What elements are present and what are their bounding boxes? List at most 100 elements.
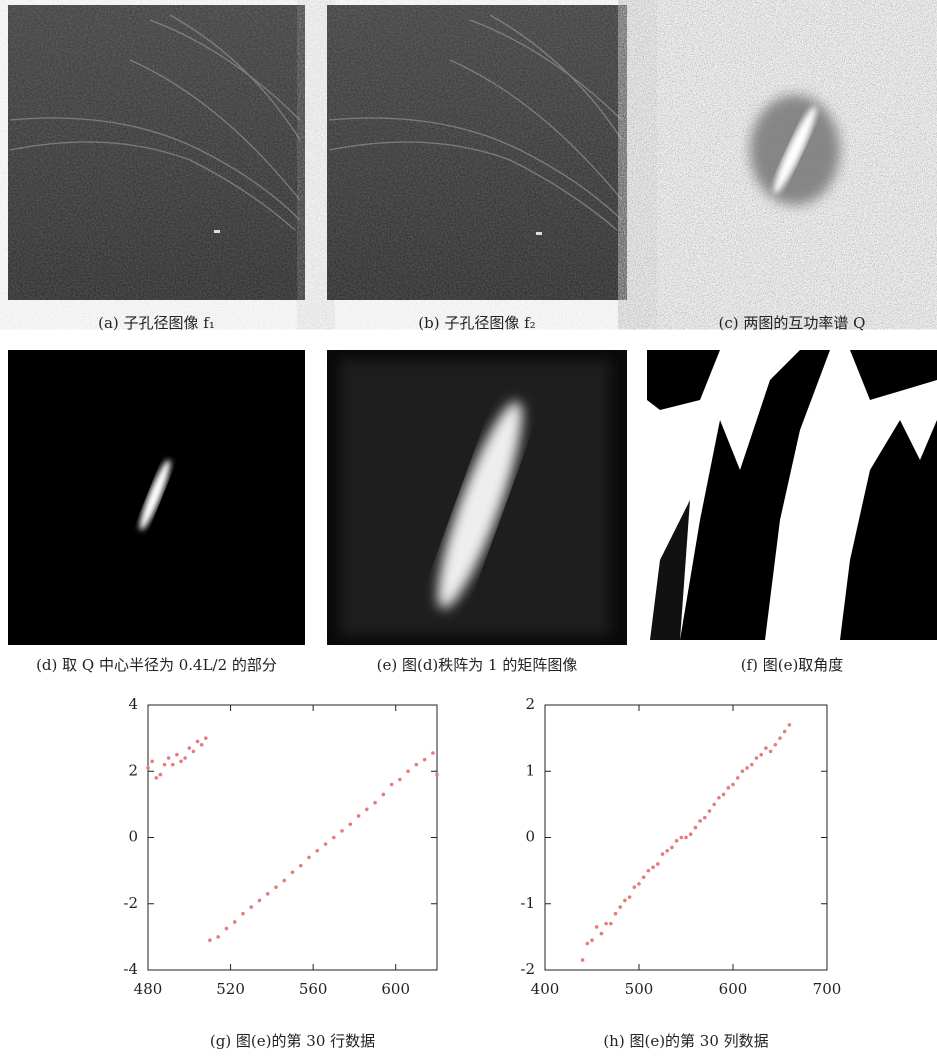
- point: [783, 730, 787, 734]
- point: [349, 822, 353, 826]
- x-tick-label: 560: [299, 980, 328, 998]
- point: [656, 862, 660, 866]
- point: [647, 869, 651, 873]
- point: [651, 866, 655, 870]
- point: [741, 769, 745, 773]
- y-tick-label: 4: [128, 695, 138, 713]
- point: [755, 756, 759, 760]
- point: [365, 808, 369, 812]
- point: [764, 746, 768, 750]
- x-tick-label: 700: [813, 980, 842, 998]
- point: [731, 783, 735, 787]
- point: [769, 750, 773, 754]
- point: [274, 885, 278, 889]
- point: [703, 816, 707, 820]
- point: [670, 846, 674, 850]
- point: [788, 723, 792, 727]
- point: [324, 842, 328, 846]
- point: [708, 809, 712, 813]
- point: [689, 832, 693, 836]
- point: [150, 760, 154, 764]
- point: [661, 852, 665, 856]
- point: [208, 938, 212, 942]
- point: [196, 740, 200, 744]
- point: [590, 938, 594, 942]
- plot-frame: [148, 705, 437, 970]
- point: [431, 751, 435, 755]
- caption: (g) 图(e)的第 30 行数据: [210, 1032, 375, 1050]
- point: [382, 793, 386, 797]
- x-tick-label: 500: [625, 980, 654, 998]
- point: [623, 899, 627, 903]
- point: [159, 773, 163, 777]
- point: [204, 736, 208, 740]
- point: [241, 912, 245, 916]
- point: [258, 899, 262, 903]
- point: [200, 743, 204, 747]
- point: [340, 829, 344, 833]
- point: [332, 836, 336, 840]
- point: [759, 753, 763, 757]
- point: [665, 849, 669, 853]
- point: [175, 753, 179, 757]
- point: [146, 766, 150, 770]
- point: [266, 892, 270, 896]
- point: [163, 763, 167, 767]
- y-tick-label: -2: [123, 894, 138, 912]
- y-tick-label: -4: [123, 960, 138, 978]
- point: [299, 864, 303, 868]
- point: [171, 763, 175, 767]
- x-tick-label: 600: [719, 980, 748, 998]
- point: [614, 912, 618, 916]
- point: [736, 776, 740, 780]
- point: [398, 778, 402, 782]
- y-tick-label: -2: [520, 960, 535, 978]
- figure: (a) 子孔径图像 f₁ (b) 子孔径图像 f₂ (c) 两图的互功率谱 Q …: [0, 0, 937, 1059]
- point: [233, 920, 237, 924]
- point: [675, 839, 679, 843]
- point: [423, 758, 427, 762]
- x-tick-label: 520: [216, 980, 245, 998]
- point: [694, 826, 698, 830]
- point: [698, 819, 702, 823]
- point: [637, 882, 641, 886]
- point: [390, 783, 394, 787]
- point: [216, 935, 220, 939]
- point: [684, 836, 688, 840]
- point: [680, 836, 684, 840]
- point: [586, 942, 590, 946]
- point: [435, 773, 439, 777]
- point: [282, 879, 286, 883]
- point: [717, 796, 721, 800]
- point: [609, 922, 613, 926]
- point: [712, 803, 716, 807]
- point: [642, 875, 646, 879]
- point: [604, 922, 608, 926]
- point: [406, 769, 410, 773]
- point: [315, 849, 319, 853]
- point: [628, 895, 632, 899]
- x-tick-label: 600: [381, 980, 410, 998]
- y-tick-label: -1: [520, 894, 535, 912]
- y-tick-label: 0: [128, 828, 138, 846]
- point: [600, 932, 604, 936]
- point: [633, 885, 637, 889]
- point: [249, 905, 253, 909]
- point: [192, 750, 196, 754]
- point: [154, 776, 158, 780]
- point: [778, 736, 782, 740]
- y-tick-label: 2: [525, 695, 535, 713]
- caption: (h) 图(e)的第 30 列数据: [603, 1032, 768, 1050]
- point: [291, 870, 295, 874]
- point: [727, 786, 731, 790]
- y-tick-label: 2: [128, 761, 138, 779]
- point: [167, 756, 171, 760]
- point: [595, 925, 599, 929]
- x-tick-label: 400: [531, 980, 560, 998]
- point: [745, 766, 749, 770]
- point: [415, 763, 419, 767]
- point: [618, 905, 622, 909]
- point: [373, 801, 377, 805]
- scatter-plots: 480520560600-4-2024(g) 图(e)的第 30 行数据4005…: [0, 0, 937, 1059]
- y-tick-label: 1: [525, 761, 535, 779]
